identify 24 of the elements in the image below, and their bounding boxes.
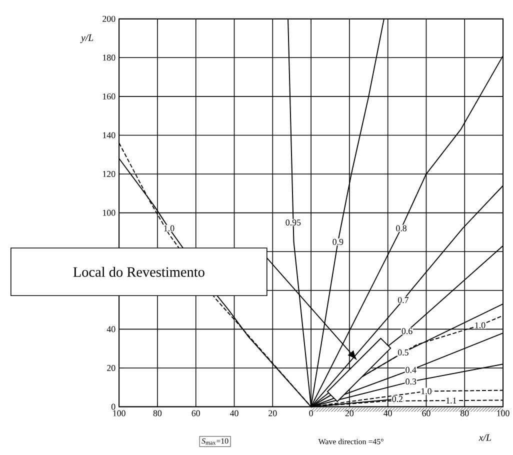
y-tick-label: 200 <box>102 16 116 22</box>
annotation: Local do Revestimento <box>73 266 204 277</box>
x-tick-label: 40 <box>384 410 392 416</box>
x-tick-label: 100 <box>497 410 510 416</box>
y-tick-label: 0 <box>111 404 116 410</box>
x-tick-label: 0 <box>309 410 313 416</box>
x-tick-label: 20 <box>345 410 354 416</box>
y-tick-label: 140 <box>103 132 116 138</box>
y-tick-label: 20 <box>107 364 116 371</box>
x-tick-label: 100 <box>113 410 126 416</box>
x-tick-label: 80 <box>460 410 469 416</box>
y-tick-label: 160 <box>103 93 116 100</box>
x-tick-label: 60 <box>422 410 430 416</box>
x-tick-label: 40 <box>230 410 238 416</box>
y-tick-label: 180 <box>103 54 116 60</box>
y-axis-title: y/L <box>80 34 94 43</box>
x-tick-label: 60 <box>192 410 200 416</box>
y-tick-label: 120 <box>103 170 116 177</box>
y-tick-label: 100 <box>103 210 116 216</box>
x-tick-label: 20 <box>268 410 277 416</box>
y-tick-label: 40 <box>106 326 116 332</box>
annotation: 0.95 <box>286 219 301 226</box>
x-tick-label: 80 <box>153 410 162 416</box>
x-axis-title: x/L <box>478 434 492 441</box>
